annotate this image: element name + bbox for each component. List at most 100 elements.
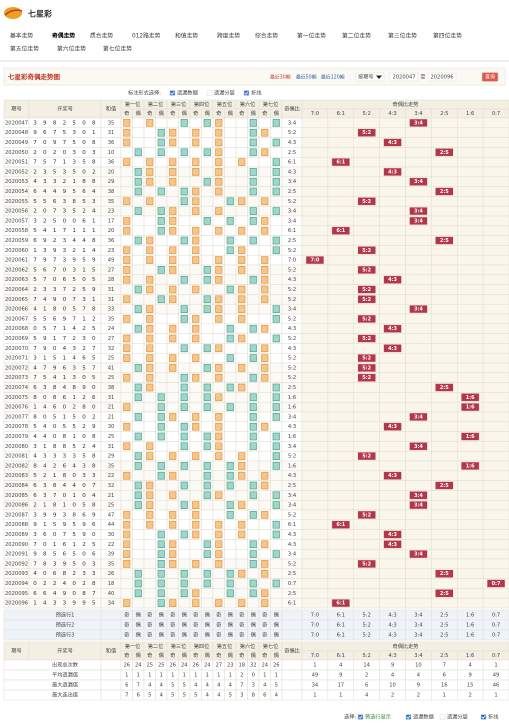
preselect-ratio[interactable]: 7:0 — [311, 613, 319, 619]
preselect-parity[interactable]: 奇 — [170, 611, 175, 619]
preselect-ratio[interactable]: 1:6 — [466, 613, 474, 619]
preselect-ratio[interactable]: 2:5 — [440, 633, 448, 639]
preselect-parity[interactable]: 奇 — [262, 611, 267, 619]
nav-link[interactable]: 综合走势 — [255, 32, 278, 40]
nav-link[interactable]: 第六位走势 — [57, 45, 86, 53]
nav-link[interactable]: 基本走势 — [10, 32, 33, 40]
preselect-ratio[interactable]: 2:5 — [440, 623, 448, 629]
preselect-ratio[interactable]: 6:1 — [337, 613, 345, 619]
footer-checkbox[interactable] — [439, 714, 446, 720]
preselect-parity[interactable]: 偶 — [274, 621, 279, 629]
preselect-parity[interactable]: 奇 — [216, 631, 221, 639]
option-checkbox[interactable] — [169, 90, 176, 96]
nav-link[interactable]: 012路走势 — [132, 32, 161, 40]
option-checkbox[interactable] — [206, 90, 213, 96]
preselect-parity[interactable]: 偶 — [159, 621, 164, 629]
preselect-parity[interactable]: 偶 — [159, 631, 164, 639]
query-button[interactable] — [481, 72, 499, 82]
preselect-ratio[interactable]: 5:2 — [363, 623, 371, 629]
footer-checkbox[interactable] — [405, 714, 412, 720]
preselect-parity[interactable]: 奇 — [147, 611, 152, 619]
preselect-ratio[interactable]: 3:4 — [414, 613, 423, 619]
preselect-parity[interactable]: 偶 — [205, 621, 210, 629]
from-input[interactable] — [389, 72, 419, 82]
preselect-ratio[interactable]: 3:4 — [414, 633, 423, 639]
preselect-ratio[interactable]: 7:0 — [311, 633, 319, 639]
preselect-ratio[interactable]: 3:4 — [414, 623, 423, 629]
nav-link[interactable]: 和值走势 — [175, 32, 198, 40]
preselect-parity[interactable]: 奇 — [239, 631, 244, 639]
nav-link[interactable]: 第五位走势 — [10, 45, 39, 53]
select-text[interactable]: 按期号 — [358, 73, 374, 81]
preselect-parity[interactable]: 偶 — [205, 611, 210, 619]
preselect-parity[interactable]: 奇 — [262, 631, 267, 639]
preselect-parity[interactable]: 奇 — [262, 621, 267, 629]
nav-link[interactable]: 第四位走势 — [433, 32, 462, 40]
preselect-parity[interactable]: 偶 — [182, 621, 187, 629]
preselect-ratio[interactable]: 4:3 — [388, 623, 396, 629]
preselect-parity[interactable]: 奇 — [193, 631, 198, 639]
preselect-ratio[interactable]: 1:6 — [466, 633, 474, 639]
nav-link[interactable]: 跨度走势 — [217, 32, 240, 40]
query-text[interactable]: 查询 — [485, 74, 495, 81]
preselect-ratio[interactable]: 2:5 — [440, 613, 448, 619]
preselect-cell[interactable] — [482, 629, 509, 641]
preselect-parity[interactable]: 偶 — [182, 631, 187, 639]
preselect-ratio[interactable]: 1:6 — [466, 623, 474, 629]
preselect-parity[interactable]: 偶 — [274, 631, 279, 639]
period-link[interactable]: 最近120期 — [321, 74, 345, 81]
nav-link[interactable]: 第三位走势 — [388, 32, 417, 40]
preselect-parity[interactable]: 偶 — [228, 631, 233, 639]
select[interactable] — [355, 72, 385, 82]
preselect-ratio[interactable]: 6:1 — [337, 623, 345, 629]
preselect-parity[interactable]: 偶 — [136, 631, 141, 639]
preselect-parity[interactable]: 奇 — [193, 621, 198, 629]
preselect-parity[interactable]: 偶 — [136, 621, 141, 629]
nav-link[interactable]: 第二位走势 — [342, 32, 371, 40]
to-input[interactable] — [427, 72, 457, 82]
preselect-ratio[interactable]: 0:7 — [492, 623, 500, 629]
preselect-parity[interactable]: 奇 — [124, 621, 129, 629]
preselect-parity[interactable]: 偶 — [136, 611, 141, 619]
preselect-ratio[interactable]: 0:7 — [492, 633, 500, 639]
nav-link[interactable]: 第七位走势 — [103, 45, 132, 53]
preselect-parity[interactable]: 偶 — [159, 611, 164, 619]
preselect-parity[interactable]: 奇 — [124, 611, 129, 619]
option-checkbox[interactable] — [243, 90, 250, 96]
footer-checkbox[interactable] — [480, 714, 487, 720]
preselect-parity[interactable]: 奇 — [216, 621, 221, 629]
preselect-parity[interactable]: 偶 — [251, 631, 256, 639]
preselect-parity[interactable]: 偶 — [228, 611, 233, 619]
preselect-parity[interactable]: 偶 — [251, 621, 256, 629]
preselect-ratio[interactable]: 6:1 — [337, 633, 345, 639]
from-value[interactable]: 2020047 — [392, 75, 415, 81]
preselect-ratio[interactable]: 4:3 — [388, 633, 396, 639]
preselect-ratio[interactable]: 7:0 — [311, 623, 319, 629]
preselect-parity[interactable]: 奇 — [193, 611, 198, 619]
nav-link[interactable]: 第一位走势 — [297, 32, 326, 40]
preselect-parity[interactable]: 偶 — [228, 621, 233, 629]
preselect-parity[interactable]: 奇 — [216, 611, 221, 619]
preselect-parity[interactable]: 奇 — [239, 611, 244, 619]
preselect-parity[interactable]: 奇 — [170, 621, 175, 629]
preselect-parity[interactable]: 奇 — [170, 631, 175, 639]
preselect-ratio[interactable]: 5:2 — [363, 633, 371, 639]
preselect-ratio[interactable]: 5:2 — [363, 613, 371, 619]
preselect-parity[interactable]: 偶 — [274, 611, 279, 619]
to-value[interactable]: 2020096 — [430, 75, 453, 81]
footer-checkbox[interactable] — [357, 714, 364, 720]
sum: 35 — [108, 316, 115, 322]
period-link[interactable]: 最近30期 — [270, 74, 291, 81]
preselect-ratio[interactable]: 0:7 — [492, 613, 500, 619]
preselect-parity[interactable]: 奇 — [147, 621, 152, 629]
preselect-parity[interactable]: 偶 — [205, 631, 210, 639]
preselect-ratio[interactable]: 4:3 — [388, 613, 396, 619]
preselect-parity[interactable]: 奇 — [239, 621, 244, 629]
preselect-parity[interactable]: 偶 — [182, 611, 187, 619]
period-link[interactable]: 最近50期 — [296, 74, 317, 81]
preselect-parity[interactable]: 奇 — [147, 631, 152, 639]
preselect-parity[interactable]: 偶 — [251, 611, 256, 619]
preselect-parity[interactable]: 奇 — [124, 631, 129, 639]
nav-link[interactable]: 奇偶走势 — [52, 32, 75, 40]
nav-link[interactable]: 质合走势 — [90, 32, 113, 40]
